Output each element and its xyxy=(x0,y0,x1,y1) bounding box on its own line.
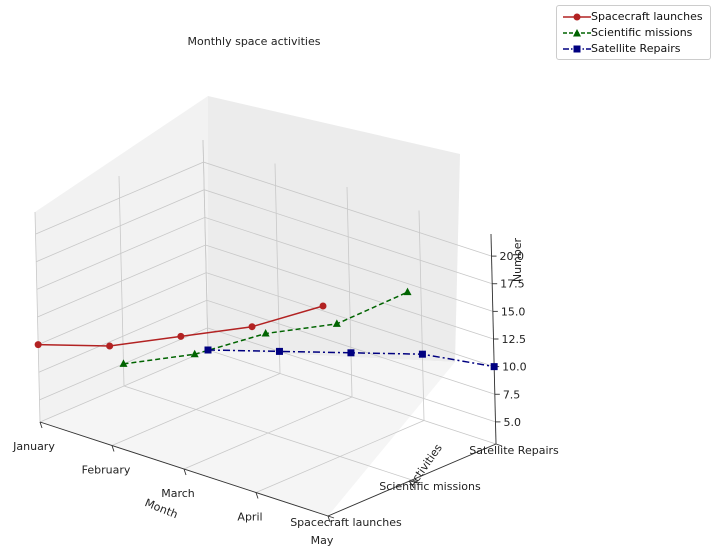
data-point xyxy=(34,341,42,349)
data-point xyxy=(261,329,270,337)
z-gridline xyxy=(38,272,495,368)
data-point xyxy=(119,359,128,367)
y-gridline xyxy=(118,175,413,481)
chart-title: Monthly space activities xyxy=(188,35,321,48)
data-point xyxy=(106,342,114,350)
legend-entry-scientific-missions: Scientific missions xyxy=(557,25,710,41)
z-tick-label: 17.5 xyxy=(500,278,525,291)
legend-label: Satellite Repairs xyxy=(591,42,681,55)
z-axis-label: Number xyxy=(511,237,524,282)
data-point xyxy=(332,319,341,327)
data-point xyxy=(347,349,355,357)
floor-pane xyxy=(40,350,455,516)
y-tick-label: Spacecraft launches xyxy=(290,516,402,529)
y-tick xyxy=(411,479,419,483)
x-tick xyxy=(39,421,43,429)
z-gridline xyxy=(39,327,496,423)
y-tick xyxy=(327,515,335,519)
data-point xyxy=(418,350,426,358)
x-tick xyxy=(111,445,115,452)
legend-label: Spacecraft launches xyxy=(591,10,703,23)
data-point xyxy=(177,332,185,340)
y-tick-label: Satellite Repairs xyxy=(469,444,559,457)
z-tick-label: 15.0 xyxy=(501,305,526,318)
tick-labels: January February March April May Spacecraft l… xyxy=(12,250,559,547)
z-tick-label: 20.0 xyxy=(500,250,525,263)
x-axis-label: Month xyxy=(143,496,180,521)
legend-entry-spacecraft-launches: Spacecraft launches xyxy=(557,9,710,25)
right-back-pane xyxy=(208,96,460,362)
z-gridline xyxy=(36,189,493,285)
x-tick xyxy=(183,468,187,476)
data-point xyxy=(403,287,412,296)
x-tick-label: April xyxy=(237,511,262,524)
x-tick-label: May xyxy=(311,534,334,547)
z-tick-label: 12.5 xyxy=(502,333,527,346)
left-back-pane xyxy=(35,96,208,422)
legend-entry-satellite-repairs: Satellite Repairs xyxy=(557,41,710,57)
z-gridline xyxy=(35,161,492,257)
z-gridline xyxy=(37,244,494,340)
y-tick xyxy=(495,443,503,447)
data-point xyxy=(319,302,327,310)
series-layer xyxy=(34,287,498,371)
x-tick xyxy=(255,492,259,499)
legend-label: Scientific missions xyxy=(591,26,693,39)
x-tick xyxy=(327,515,331,523)
x-tick-label: February xyxy=(82,464,131,477)
data-point xyxy=(190,349,199,358)
z-tick-label: 5.0 xyxy=(503,416,521,429)
z-gridline xyxy=(36,216,493,312)
z-gridline xyxy=(38,299,495,395)
data-point xyxy=(275,347,283,355)
legend-marker-triangle xyxy=(563,29,591,37)
data-point xyxy=(248,323,256,331)
legend-marker-circle xyxy=(563,13,591,21)
z-tick-label: 7.5 xyxy=(503,388,521,401)
z-tick-label: 10.0 xyxy=(502,361,527,374)
legend-marker-square xyxy=(563,45,591,53)
x-tick-label: January xyxy=(12,440,55,453)
x-tick-label: March xyxy=(161,487,195,500)
data-point xyxy=(490,363,498,371)
legend: Spacecraft launches Scientific missions … xyxy=(556,5,711,60)
y-tick-label: Scientific missions xyxy=(379,480,481,493)
data-point xyxy=(204,346,212,354)
axes xyxy=(39,233,503,523)
series-line xyxy=(207,349,495,368)
